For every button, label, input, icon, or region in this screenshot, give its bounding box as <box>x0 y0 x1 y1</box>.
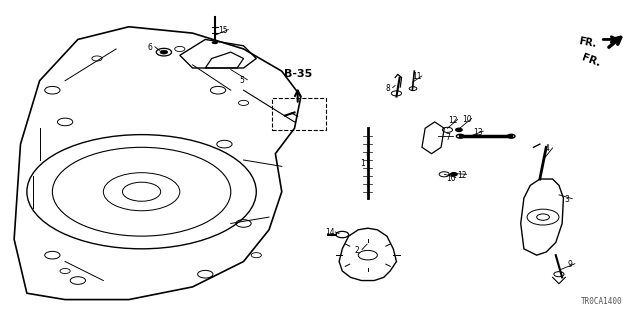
Circle shape <box>160 50 168 54</box>
Text: FR.: FR. <box>578 36 597 49</box>
Text: 10: 10 <box>446 174 456 183</box>
Text: 4: 4 <box>545 144 550 153</box>
Text: 2: 2 <box>355 246 359 255</box>
Circle shape <box>156 48 172 56</box>
Text: 12: 12 <box>457 171 466 180</box>
Circle shape <box>212 41 218 44</box>
Text: TR0CA1400: TR0CA1400 <box>581 297 623 306</box>
Text: 8: 8 <box>385 84 390 93</box>
Text: 11: 11 <box>412 72 422 81</box>
Text: 5: 5 <box>240 76 244 85</box>
Circle shape <box>508 134 515 138</box>
Text: 9: 9 <box>567 260 572 269</box>
Text: 3: 3 <box>565 195 570 204</box>
Circle shape <box>456 128 462 132</box>
Text: 6: 6 <box>147 43 152 52</box>
Text: 10: 10 <box>461 115 472 124</box>
Circle shape <box>451 173 457 176</box>
Circle shape <box>456 134 464 138</box>
Text: 15: 15 <box>218 26 228 35</box>
Text: 12: 12 <box>448 116 458 125</box>
Text: 7: 7 <box>445 133 450 142</box>
Text: 14: 14 <box>325 228 335 237</box>
Circle shape <box>336 231 349 238</box>
Text: FR.: FR. <box>580 52 602 68</box>
Text: B-35: B-35 <box>284 69 312 79</box>
Text: 13: 13 <box>473 128 483 137</box>
Text: 1: 1 <box>360 159 365 168</box>
